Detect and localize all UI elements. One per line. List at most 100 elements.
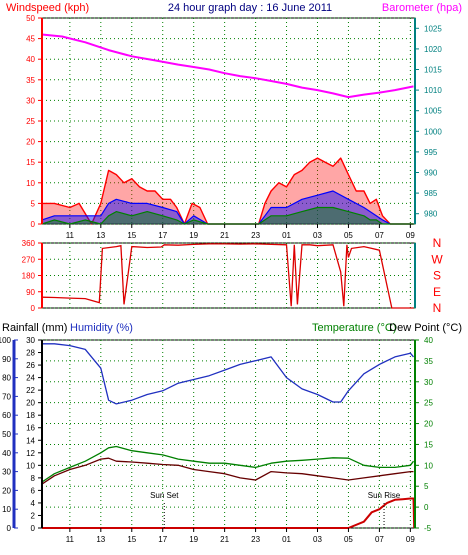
y-tick-label: 20 bbox=[26, 138, 35, 147]
rainfall-tick-label: 26 bbox=[26, 361, 35, 370]
x-tick-label: 15 bbox=[127, 231, 136, 240]
direction-label: W bbox=[431, 252, 443, 266]
x-tick-label: 03 bbox=[313, 231, 322, 240]
y2-tick-label: -5 bbox=[424, 524, 432, 533]
sunrise-label: Sun Rise bbox=[368, 491, 401, 500]
rainfall-tick-label: 8 bbox=[31, 474, 36, 483]
humidity-tick-label: 90 bbox=[2, 355, 11, 364]
x-tick-label: 23 bbox=[251, 231, 260, 240]
humidity-tick-label: 70 bbox=[2, 392, 11, 401]
x-tick-label: 09 bbox=[406, 535, 415, 544]
series-barometer bbox=[41, 33, 414, 99]
x-tick-label: 07 bbox=[375, 535, 384, 544]
x-tick-label: 21 bbox=[220, 535, 229, 544]
y-tick-label: 35 bbox=[26, 76, 35, 85]
direction-label: S bbox=[433, 269, 441, 283]
y2-tick-label: 5 bbox=[424, 482, 429, 491]
x-tick-label: 05 bbox=[344, 535, 353, 544]
y-tick-label: 5 bbox=[31, 199, 36, 208]
x-tick-label: 01 bbox=[282, 231, 291, 240]
axes: 11 13 15 17 19 21 23 01 03 05 07 090510152025303540… bbox=[0, 14, 443, 544]
y-tick-label: 0 bbox=[31, 220, 36, 229]
x-tick-label: 17 bbox=[158, 535, 167, 544]
humidity-tick-label: 30 bbox=[2, 468, 11, 477]
y2-tick-label: 30 bbox=[424, 378, 433, 387]
y2-tick-label: 985 bbox=[424, 189, 438, 198]
x-tick-label: 01 bbox=[282, 535, 291, 544]
windspeed-axis-label: Windspeed (kph) bbox=[6, 2, 89, 14]
direction-label: N bbox=[433, 236, 442, 250]
rainfall-tick-label: 10 bbox=[26, 461, 35, 470]
y-tick-label: 45 bbox=[26, 35, 35, 44]
y2-tick-label: 1000 bbox=[424, 127, 442, 136]
y2-tick-label: 1005 bbox=[424, 107, 442, 116]
y2-tick-label: 35 bbox=[424, 357, 433, 366]
panel-2-plot bbox=[41, 243, 414, 309]
series-wind_speed bbox=[41, 206, 414, 225]
x-tick-label: 09 bbox=[406, 231, 415, 240]
x-tick-label: 19 bbox=[189, 231, 198, 240]
humidity-tick-label: 50 bbox=[2, 430, 11, 439]
y2-tick-label: 25 bbox=[424, 399, 433, 408]
y2-tick-label: 40 bbox=[424, 336, 433, 345]
humidity-tick-label: 80 bbox=[2, 374, 11, 383]
y-tick-label: 360 bbox=[22, 239, 36, 248]
y2-tick-label: 995 bbox=[424, 148, 438, 157]
rainfall-tick-label: 6 bbox=[31, 486, 36, 495]
y-tick-label: 30 bbox=[26, 96, 35, 105]
series-dew_point bbox=[41, 457, 414, 485]
y2-tick-label: 0 bbox=[424, 503, 429, 512]
y2-tick-label: 10 bbox=[424, 461, 433, 470]
panel-1-plot bbox=[41, 33, 414, 225]
y-tick-label: 90 bbox=[26, 288, 35, 297]
x-tick-label: 11 bbox=[66, 535, 75, 544]
y-tick-label: 40 bbox=[26, 55, 35, 64]
y2-tick-label: 1010 bbox=[424, 86, 442, 95]
y-tick-label: 50 bbox=[26, 14, 35, 23]
x-tick-label: 05 bbox=[344, 231, 353, 240]
humidity-tick-label: 20 bbox=[2, 486, 11, 495]
y2-tick-label: 15 bbox=[424, 440, 433, 449]
y-tick-label: 0 bbox=[31, 304, 36, 313]
series-humidity bbox=[42, 343, 414, 405]
rainfall-tick-label: 14 bbox=[26, 436, 35, 445]
series-wind_avg-fill bbox=[42, 191, 414, 224]
x-tick-label: 13 bbox=[96, 231, 105, 240]
direction-label: E bbox=[433, 285, 441, 299]
x-tick-label: 11 bbox=[66, 231, 75, 240]
rainfall-tick-label: 0 bbox=[31, 524, 36, 533]
humidity-axis-label: Humidity (%) bbox=[70, 322, 133, 334]
sunset-label: Sun Set bbox=[150, 491, 179, 500]
humidity-tick-label: 10 bbox=[2, 505, 11, 514]
chart-title: 24 hour graph day : 16 June 2011 bbox=[168, 2, 332, 14]
x-tick-label: 19 bbox=[189, 535, 198, 544]
y2-tick-label: 990 bbox=[424, 169, 438, 178]
x-tick-label: 13 bbox=[96, 535, 105, 544]
y-tick-label: 25 bbox=[26, 117, 35, 126]
y2-tick-label: 1020 bbox=[424, 45, 442, 54]
x-tick-label: 23 bbox=[251, 535, 260, 544]
humidity-tick-label: 40 bbox=[2, 449, 11, 458]
rainfall-tick-label: 2 bbox=[31, 511, 36, 520]
rainfall-tick-label: 24 bbox=[26, 374, 35, 383]
rainfall-tick-label: 16 bbox=[26, 424, 35, 433]
x-tick-label: 15 bbox=[127, 535, 136, 544]
rainfall-tick-label: 18 bbox=[26, 411, 35, 420]
rainfall-tick-label: 22 bbox=[26, 386, 35, 395]
dewpoint-axis-label: Dew Point (°C) bbox=[389, 322, 462, 334]
x-tick-label: 21 bbox=[220, 231, 229, 240]
x-tick-label: 03 bbox=[313, 535, 322, 544]
humidity-tick-label: 100 bbox=[0, 336, 12, 345]
y2-tick-label: 1015 bbox=[424, 66, 442, 75]
direction-label: N bbox=[433, 301, 442, 315]
humidity-tick-label: 0 bbox=[7, 524, 12, 533]
series-wind_speed-fill bbox=[42, 207, 414, 224]
y-tick-label: 15 bbox=[26, 158, 35, 167]
rainfall-axis-label: Rainfall (mm) bbox=[2, 322, 67, 334]
rainfall-tick-label: 30 bbox=[26, 336, 35, 345]
rainfall-tick-label: 20 bbox=[26, 399, 35, 408]
y-tick-label: 180 bbox=[22, 272, 36, 281]
rainfall-tick-label: 12 bbox=[26, 449, 35, 458]
